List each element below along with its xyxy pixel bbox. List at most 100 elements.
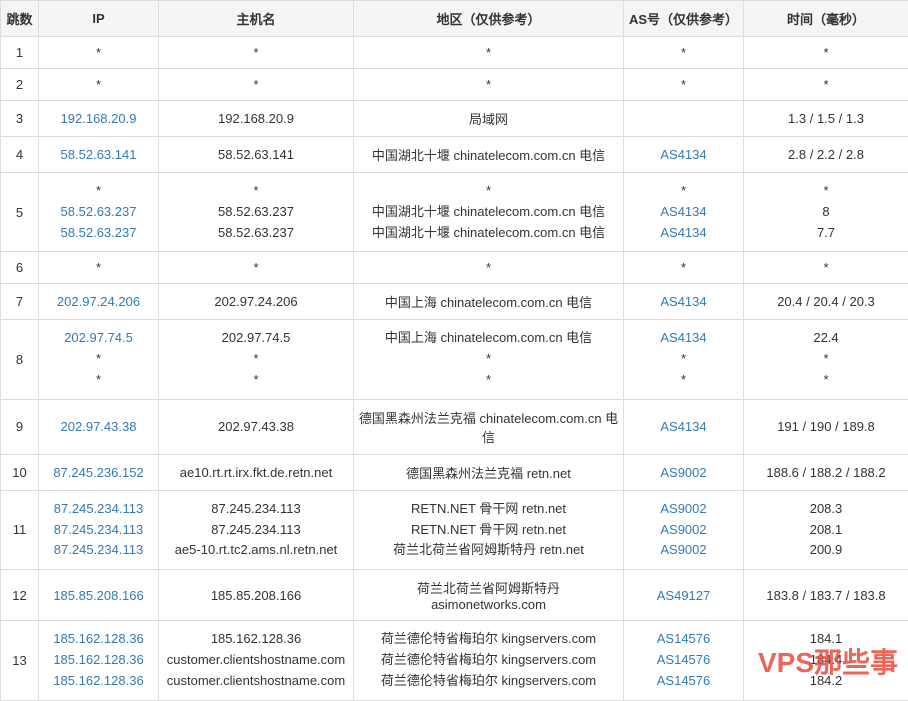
cell-as: *AS4134AS4134 [624, 173, 744, 252]
cell-region-value: 荷兰德伦特省梅珀尔 kingservers.com [358, 671, 619, 692]
cell-as-value[interactable]: AS14576 [628, 671, 739, 692]
cell-ip: 185.85.208.166 [39, 570, 159, 621]
cell-time-value: * [748, 370, 904, 391]
cell-ip-value[interactable]: 87.245.234.113 [43, 540, 154, 561]
cell-ip: * [39, 69, 159, 101]
cell-region-value: * [358, 349, 619, 370]
cell-time-value: * [748, 181, 904, 202]
cell-as-value: * [628, 260, 739, 275]
table-row: 7202.97.24.206202.97.24.206中国上海 chinatel… [1, 284, 908, 320]
cell-region-value: RETN.NET 骨干网 retn.net [358, 499, 619, 520]
cell-region-value: 局域网 [358, 109, 619, 128]
cell-time-value: 184.4 [748, 650, 904, 671]
cell-host-value: 202.97.43.38 [163, 419, 349, 434]
cell-time-value: 1.3 / 1.5 / 1.3 [748, 111, 904, 126]
cell-ip-value[interactable]: 202.97.24.206 [43, 294, 154, 309]
cell-as-value[interactable]: AS4134 [628, 328, 739, 349]
cell-as: AS49127 [624, 570, 744, 621]
cell-region: *中国湖北十堰 chinatelecom.com.cn 电信中国湖北十堰 chi… [354, 173, 624, 252]
cell-region-value: 荷兰北荷兰省阿姆斯特丹 asimonetworks.com [358, 578, 619, 612]
table-row: 8202.97.74.5**202.97.74.5**中国上海 chinatel… [1, 320, 908, 399]
cell-ip-value[interactable]: 87.245.236.152 [43, 465, 154, 480]
cell-time: * [744, 37, 908, 69]
cell-as-value[interactable]: AS4134 [628, 147, 739, 162]
cell-region-value: 荷兰德伦特省梅珀尔 kingservers.com [358, 650, 619, 671]
cell-ip-value[interactable]: 185.162.128.36 [43, 671, 154, 692]
cell-as-value[interactable]: AS9002 [628, 465, 739, 480]
cell-as: AS4134 [624, 284, 744, 320]
cell-hop: 13 [1, 621, 39, 700]
cell-time-value: 7.7 [748, 223, 904, 244]
cell-as [624, 101, 744, 137]
cell-ip: 185.162.128.36185.162.128.36185.162.128.… [39, 621, 159, 700]
cell-hop: 4 [1, 137, 39, 173]
cell-region: * [354, 37, 624, 69]
cell-region: * [354, 69, 624, 101]
cell-region-value: 中国湖北十堰 chinatelecom.com.cn 电信 [358, 202, 619, 223]
table-header-row: 跳数 IP 主机名 地区（仅供参考） AS号（仅供参考） 时间（毫秒） [1, 1, 908, 37]
cell-ip-value[interactable]: 185.85.208.166 [43, 588, 154, 603]
cell-as-value[interactable]: AS4134 [628, 223, 739, 244]
cell-as: AS4134 [624, 399, 744, 454]
cell-region-value: 中国湖北十堰 chinatelecom.com.cn 电信 [358, 145, 619, 164]
cell-region-value: * [358, 45, 619, 60]
cell-as-value[interactable]: AS14576 [628, 629, 739, 650]
cell-host: 58.52.63.141 [159, 137, 354, 173]
cell-host-value: * [163, 181, 349, 202]
cell-ip-value[interactable]: 185.162.128.36 [43, 650, 154, 671]
cell-region: RETN.NET 骨干网 retn.netRETN.NET 骨干网 retn.n… [354, 490, 624, 569]
cell-ip-value[interactable]: 58.52.63.237 [43, 223, 154, 244]
cell-host-value: customer.clientshostname.com [163, 650, 349, 671]
cell-time-value: 184.1 [748, 629, 904, 650]
cell-ip-value[interactable]: 87.245.234.113 [43, 520, 154, 541]
cell-host-value: * [163, 349, 349, 370]
cell-ip-value: * [43, 45, 154, 60]
cell-ip-value[interactable]: 202.97.43.38 [43, 419, 154, 434]
cell-ip-value[interactable]: 58.52.63.237 [43, 202, 154, 223]
cell-hop: 9 [1, 399, 39, 454]
cell-as-value[interactable]: AS9002 [628, 499, 739, 520]
cell-as-value: * [628, 349, 739, 370]
table-row: 6***** [1, 252, 908, 284]
cell-region-value: 中国上海 chinatelecom.com.cn 电信 [358, 292, 619, 311]
cell-host-value: 185.162.128.36 [163, 629, 349, 650]
cell-region-value: 中国上海 chinatelecom.com.cn 电信 [358, 328, 619, 349]
cell-host-value: customer.clientshostname.com [163, 671, 349, 692]
cell-time: 184.1184.4184.2 [744, 621, 908, 700]
table-row: 458.52.63.14158.52.63.141中国湖北十堰 chinatel… [1, 137, 908, 173]
cell-ip-value: * [43, 349, 154, 370]
cell-host: ae10.rt.rt.irx.fkt.de.retn.net [159, 454, 354, 490]
cell-as-value[interactable]: AS4134 [628, 294, 739, 309]
cell-ip-value: * [43, 260, 154, 275]
cell-time-value: 183.8 / 183.7 / 183.8 [748, 588, 904, 603]
cell-region-value: * [358, 181, 619, 202]
cell-host: 87.245.234.11387.245.234.113ae5-10.rt.tc… [159, 490, 354, 569]
cell-host-value: 192.168.20.9 [163, 111, 349, 126]
cell-as-value: * [628, 370, 739, 391]
cell-time: * [744, 69, 908, 101]
cell-ip-value[interactable]: 87.245.234.113 [43, 499, 154, 520]
cell-region-value: 荷兰北荷兰省阿姆斯特丹 retn.net [358, 540, 619, 561]
cell-time: 183.8 / 183.7 / 183.8 [744, 570, 908, 621]
cell-time: *87.7 [744, 173, 908, 252]
cell-ip: 192.168.20.9 [39, 101, 159, 137]
cell-region-value: * [358, 370, 619, 391]
cell-as-value[interactable]: AS9002 [628, 520, 739, 541]
cell-as-value: * [628, 45, 739, 60]
cell-ip-value[interactable]: 202.97.74.5 [43, 328, 154, 349]
cell-as-value[interactable]: AS14576 [628, 650, 739, 671]
cell-as-value[interactable]: AS4134 [628, 202, 739, 223]
cell-ip-value[interactable]: 192.168.20.9 [43, 111, 154, 126]
col-header-region: 地区（仅供参考） [354, 1, 624, 37]
cell-ip-value[interactable]: 185.162.128.36 [43, 629, 154, 650]
cell-as-value[interactable]: AS4134 [628, 419, 739, 434]
cell-host: 202.97.24.206 [159, 284, 354, 320]
cell-as-value[interactable]: AS9002 [628, 540, 739, 561]
cell-hop: 5 [1, 173, 39, 252]
cell-time-value: * [748, 45, 904, 60]
cell-time-value: 184.2 [748, 671, 904, 692]
cell-as-value[interactable]: AS49127 [628, 588, 739, 603]
cell-as: AS9002AS9002AS9002 [624, 490, 744, 569]
cell-ip-value[interactable]: 58.52.63.141 [43, 147, 154, 162]
cell-ip: 87.245.236.152 [39, 454, 159, 490]
